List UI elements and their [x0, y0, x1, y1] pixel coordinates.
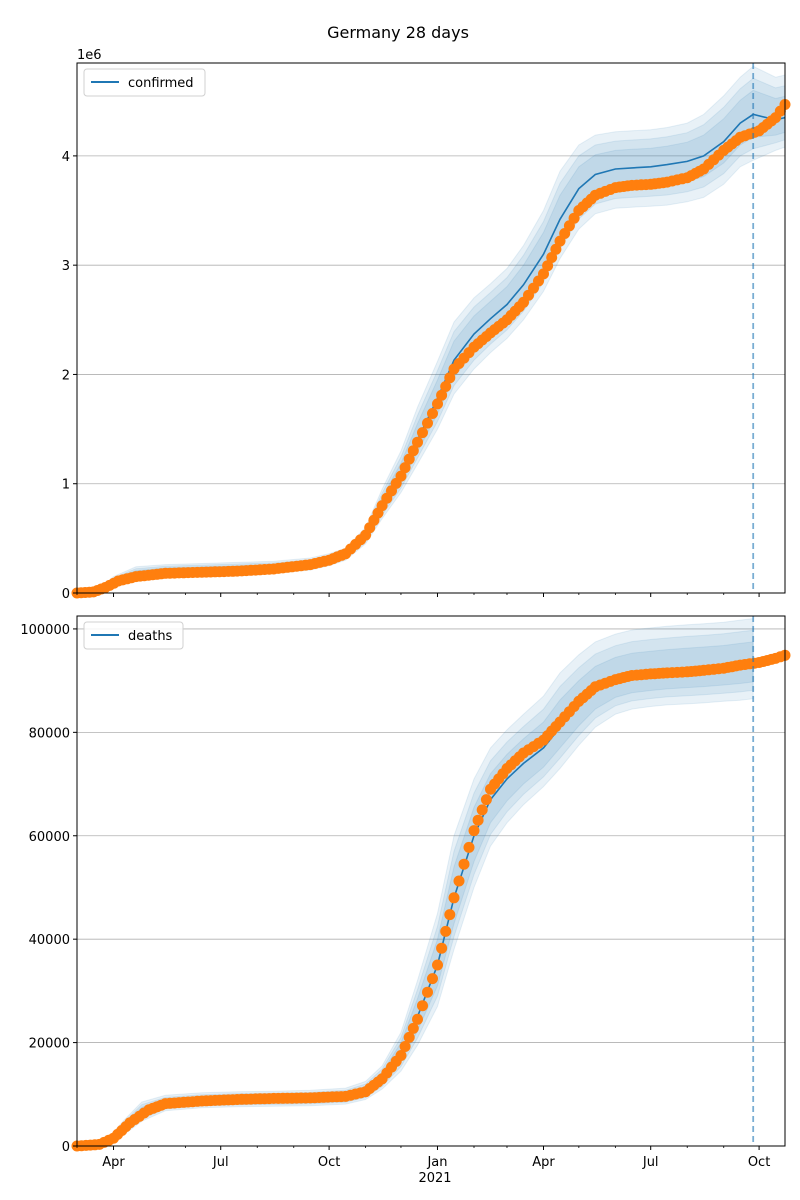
x-tick-label: Oct	[318, 1155, 340, 1170]
deaths-observed-point	[432, 959, 443, 971]
confirmed-observed-point	[403, 453, 415, 465]
deaths-observed-point	[399, 1041, 411, 1052]
deaths-observed-point	[436, 942, 448, 954]
deaths-model-line	[76, 664, 754, 1147]
confirmed-y-tick-label: 2	[62, 368, 70, 383]
deaths-observed-point	[403, 1031, 415, 1043]
x-year-label: 2021	[418, 1171, 451, 1186]
deaths-observed-point	[440, 925, 452, 937]
deaths-band-2	[76, 641, 754, 1147]
confirmed-legend-box	[83, 68, 206, 97]
confirmed-observed-point	[399, 462, 411, 474]
x-tick-label: Jul	[212, 1155, 229, 1170]
deaths-legend: deaths	[83, 621, 184, 650]
deaths-x-ticks: Apr Jul Oct Jan Apr Jul Oct	[76, 1146, 770, 1170]
confirmed-y-tick-label: 0	[62, 587, 70, 602]
deaths-observed-point	[476, 804, 488, 816]
confirmed-observed-point	[550, 243, 562, 255]
deaths-axes-frame	[76, 615, 786, 1147]
deaths-observed-point	[448, 892, 460, 904]
deaths-gridlines	[77, 628, 785, 1147]
deaths-y-tick-label: 40000	[29, 933, 70, 948]
deaths-observed-point	[453, 875, 465, 887]
panel-deaths: 0 20000 40000 60000 80000 100000 Apr Jul Oct Jan…	[20, 615, 791, 1186]
deaths-observed-point	[412, 1013, 423, 1025]
confirmed-observed-series	[71, 99, 791, 599]
deaths-observed-point	[463, 841, 475, 853]
deaths-observed-point	[427, 973, 438, 985]
x-tick-label: Jan	[426, 1155, 447, 1170]
deaths-observed-point	[468, 825, 480, 837]
confirmed-observed-point	[542, 260, 554, 272]
deaths-observed-series	[71, 649, 791, 1152]
deaths-y-ticks: 0 20000 40000 60000 80000 100000	[20, 623, 77, 1155]
deaths-observed-point	[480, 794, 492, 806]
chart-title: Germany 28 days	[327, 23, 469, 42]
confirmed-x-ticks	[76, 593, 760, 597]
deaths-legend-box	[83, 621, 184, 650]
confirmed-uncertainty-bands	[76, 65, 786, 594]
confirmed-legend-label: confirmed	[128, 76, 194, 91]
confirmed-observed-point	[444, 372, 456, 384]
deaths-observed-point	[422, 986, 433, 998]
deaths-band-1	[76, 629, 754, 1147]
x-tick-label: Oct	[748, 1155, 770, 1170]
deaths-observed-point	[444, 909, 456, 921]
confirmed-observed-point	[422, 417, 433, 429]
confirmed-observed-point	[412, 436, 423, 448]
confirmed-y-tick-label: 4	[62, 150, 70, 165]
confirmed-observed-point	[407, 445, 419, 457]
confirmed-legend: confirmed	[83, 68, 206, 97]
confirmed-y-ticks: 0 1 2 3 4	[62, 150, 77, 602]
deaths-model-series	[76, 664, 754, 1147]
confirmed-observed-point	[538, 268, 549, 280]
deaths-observed-point	[417, 1000, 428, 1012]
x-tick-label: Apr	[532, 1155, 555, 1170]
confirmed-axes-frame	[76, 62, 786, 594]
deaths-y-tick-label: 100000	[20, 623, 70, 638]
deaths-observed-point	[395, 1050, 407, 1061]
confirmed-y-multiplier: 1e6	[77, 48, 102, 63]
confirmed-y-tick-label: 1	[62, 478, 70, 493]
deaths-observed-point	[472, 814, 484, 826]
x-tick-label: Jul	[642, 1155, 659, 1170]
deaths-y-tick-label: 0	[62, 1140, 70, 1155]
confirmed-observed-point	[427, 408, 438, 419]
deaths-legend-label: deaths	[128, 629, 173, 644]
confirmed-observed-point	[440, 381, 452, 392]
confirmed-observed-point	[546, 252, 558, 263]
deaths-y-tick-label: 60000	[29, 830, 70, 845]
confirmed-gridlines	[77, 155, 785, 594]
confirmed-observed-point	[432, 398, 443, 410]
confirmed-y-tick-label: 3	[62, 259, 70, 274]
deaths-y-tick-label: 20000	[29, 1037, 70, 1052]
deaths-observed-point	[407, 1022, 419, 1034]
panel-confirmed: 0 1 2 3 4 1e6 confirmed	[62, 48, 791, 602]
deaths-observed-point	[458, 858, 470, 870]
confirmed-observed-point	[395, 470, 407, 482]
x-tick-label: Apr	[102, 1155, 125, 1170]
confirmed-band-2	[76, 89, 786, 594]
deaths-uncertainty-bands	[76, 618, 754, 1147]
confirmed-observed-point	[436, 389, 448, 401]
confirmed-observed-point	[417, 427, 428, 439]
deaths-y-tick-label: 80000	[29, 726, 70, 741]
